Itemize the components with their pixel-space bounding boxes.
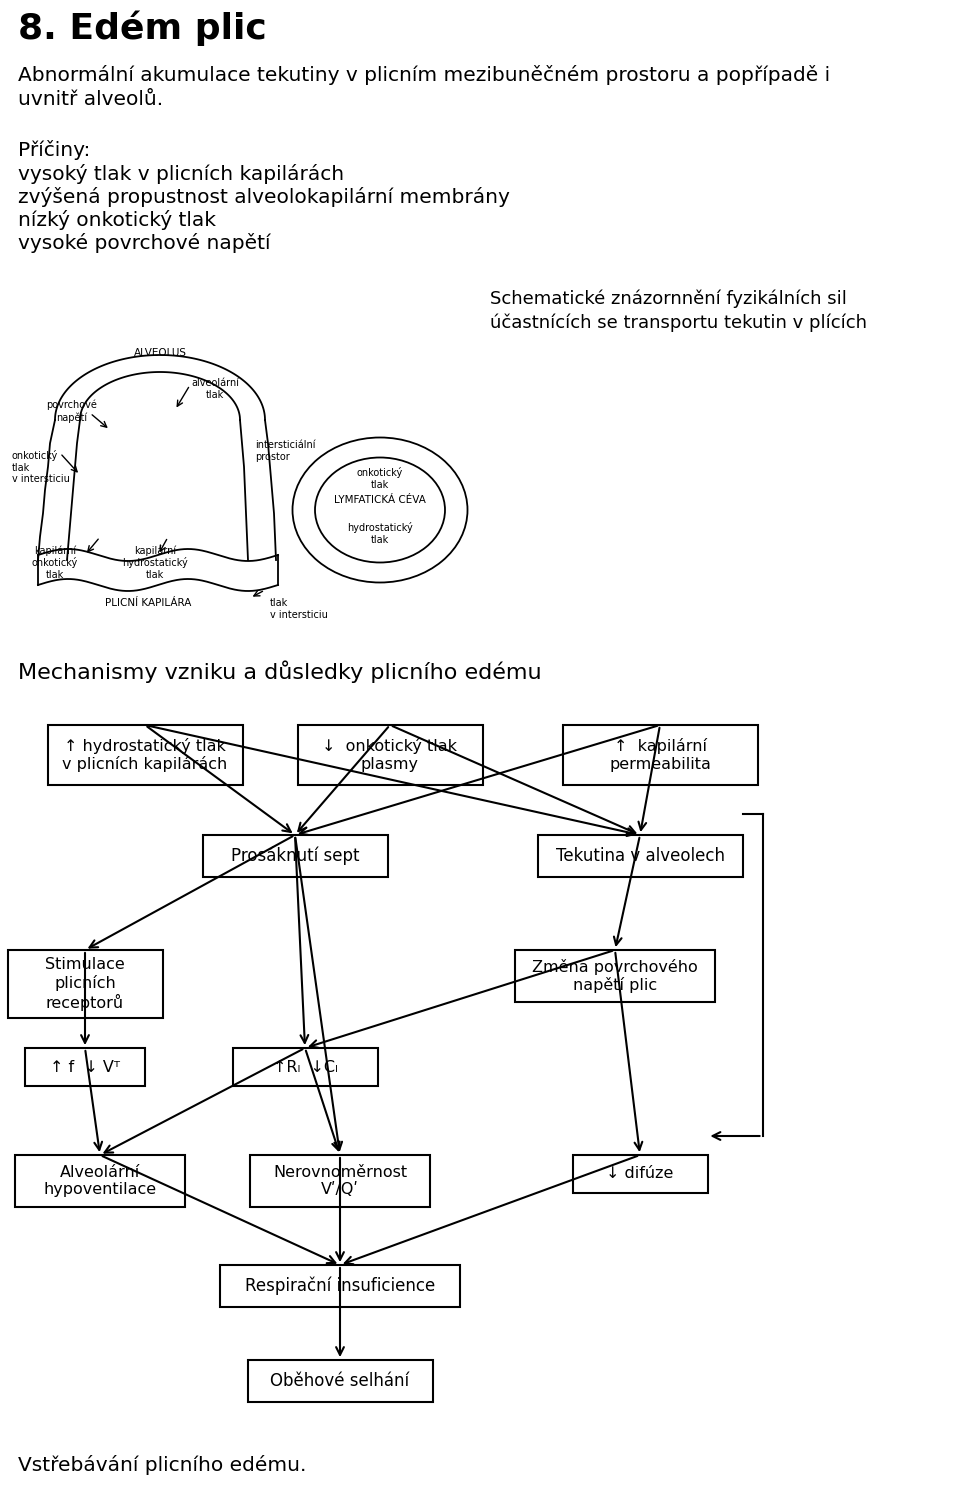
Text: Oběhové selhání: Oběhové selhání — [271, 1371, 410, 1389]
Bar — [298, 725, 483, 785]
Text: onkotický
tlak
v intersticiu: onkotický tlak v intersticiu — [12, 451, 70, 484]
Bar — [25, 1047, 145, 1087]
Bar — [203, 835, 388, 877]
Text: PLICNÍ KAPILÁRA: PLICNÍ KAPILÁRA — [105, 598, 191, 607]
Text: ↓  onkotický tlak
plasmy: ↓ onkotický tlak plasmy — [323, 738, 458, 772]
Text: účastnících se transportu tekutin v plících: účastnících se transportu tekutin v plíc… — [490, 313, 867, 332]
Text: Stimulace
plicních
receptorů: Stimulace plicních receptorů — [45, 957, 125, 1011]
Text: Respirační insuficience: Respirační insuficience — [245, 1276, 435, 1295]
Text: nízký onkotický tlak: nízký onkotický tlak — [18, 209, 216, 231]
Bar — [250, 1154, 430, 1207]
Text: Změna povrchového
napětí plic: Změna povrchového napětí plic — [532, 958, 698, 993]
Bar — [8, 949, 162, 1019]
Text: Příčiny:: Příčiny: — [18, 140, 90, 160]
Text: Tekutina v alveolech: Tekutina v alveolech — [556, 847, 725, 865]
Text: tlak
v intersticiu: tlak v intersticiu — [270, 598, 328, 619]
Text: LYMFATICKÁ CÉVA: LYMFATICKÁ CÉVA — [334, 494, 426, 505]
Bar — [572, 1154, 708, 1194]
Text: povrchové
napětí: povrchové napětí — [47, 399, 97, 422]
Bar — [15, 1154, 185, 1207]
Text: Vstřebávání plicního edému.: Vstřebávání plicního edému. — [18, 1454, 306, 1475]
Bar — [248, 1359, 433, 1402]
Text: Alveolární
hypoventilace: Alveolární hypoventilace — [43, 1165, 156, 1197]
Bar — [220, 1264, 460, 1307]
Text: ↑Rₗ  ↓Cₗ: ↑Rₗ ↓Cₗ — [273, 1059, 337, 1074]
Text: vysoký tlak v plicních kapilárách: vysoký tlak v plicních kapilárách — [18, 164, 344, 184]
Text: intersticiální
prostor: intersticiální prostor — [255, 440, 316, 461]
Text: Prosáknutí sept: Prosáknutí sept — [230, 847, 359, 865]
Text: Schematické znázornnění fyzikálních sil: Schematické znázornnění fyzikálních sil — [490, 289, 847, 309]
Text: vysoké povrchové napětí: vysoké povrchové napětí — [18, 234, 271, 253]
Text: Nerovnoměrnost
Vʹ/Qʹ: Nerovnoměrnost Vʹ/Qʹ — [273, 1165, 407, 1197]
Text: uvnitř alveolů.: uvnitř alveolů. — [18, 90, 163, 109]
Bar — [47, 725, 243, 785]
Text: onkotický
tlak: onkotický tlak — [357, 467, 403, 490]
Text: kapilární
onkotický
tlak: kapilární onkotický tlak — [32, 546, 78, 580]
Text: ↑  kapilární
permeabilita: ↑ kapilární permeabilita — [609, 738, 711, 772]
Text: ↓ difúze: ↓ difúze — [607, 1166, 674, 1181]
Text: kapilární
hydrostatický
tlak: kapilární hydrostatický tlak — [122, 546, 188, 580]
Text: ALVEOLUS: ALVEOLUS — [133, 348, 186, 359]
Text: 8. Edém plic: 8. Edém plic — [18, 11, 267, 45]
Text: ↑ f  ↓ Vᵀ: ↑ f ↓ Vᵀ — [50, 1059, 120, 1074]
Text: zvýšená propustnost alveolokapilární membrány: zvýšená propustnost alveolokapilární mem… — [18, 187, 510, 206]
Text: Mechanismy vzniku a důsledky plicního edému: Mechanismy vzniku a důsledky plicního ed… — [18, 660, 541, 683]
Bar — [232, 1047, 377, 1087]
Text: hydrostatický
tlak: hydrostatický tlak — [348, 521, 413, 544]
Bar — [515, 949, 715, 1002]
Text: Abnormální akumulace tekutiny v plicním mezibuněčném prostoru a popřípadě i: Abnormální akumulace tekutiny v plicním … — [18, 65, 830, 84]
Bar — [563, 725, 757, 785]
Text: alveolární
tlak: alveolární tlak — [191, 378, 239, 399]
Bar — [538, 835, 742, 877]
Text: ↑ hydrostatický tlak
v plicních kapilárách: ↑ hydrostatický tlak v plicních kapilárá… — [62, 738, 228, 772]
